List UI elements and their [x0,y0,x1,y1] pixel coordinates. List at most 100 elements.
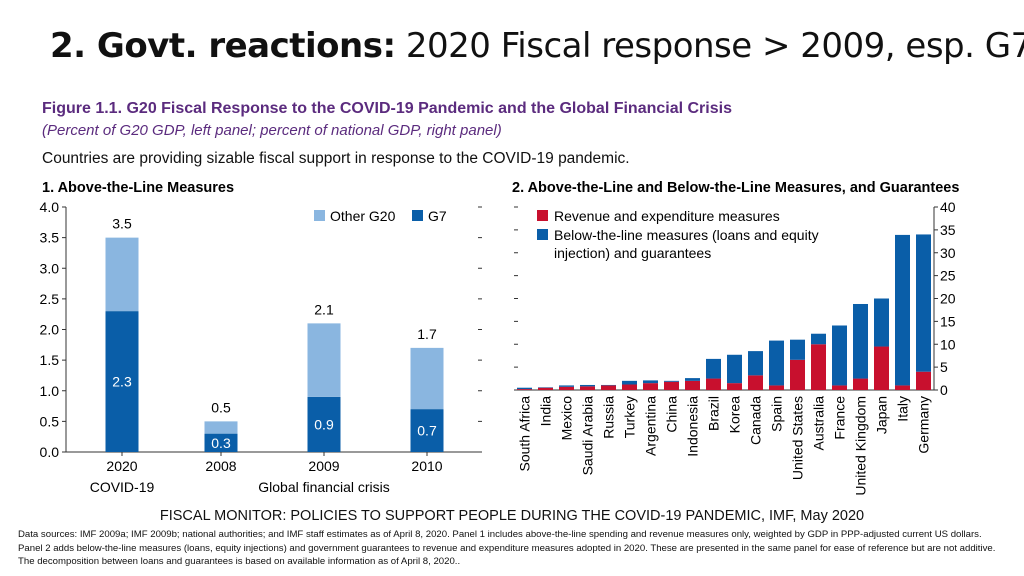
figure-lead: Countries are providing sizable fiscal s… [42,150,630,167]
panel2-x-tick-label: China [664,396,680,433]
panel2-x-tick-label: United States [790,396,806,480]
panel2-bar-below-the-line [916,234,931,372]
panel2-bar-below-the-line [622,380,637,385]
panel1-y-tick-label: 1.5 [40,352,60,368]
panel2-bar-below-the-line [685,378,700,381]
panel1-bar-other-g20 [204,421,238,434]
panel2-legend-below-label: Below-the-line measures (loans and equit… [554,227,819,243]
panel1-total-label: 1.7 [417,326,437,342]
panel2-x-tick-label: Italy [895,396,911,422]
panel2-y-tick-label: 40 [940,199,956,215]
panel2-bar-below-the-line [559,385,574,387]
panel2-x-tick-label: United Kingdom [853,396,869,496]
panel1-y-tick-label: 3.0 [40,260,60,276]
panel1-g7-label: 0.3 [211,435,231,451]
panel2-y-tick-label: 35 [940,222,956,238]
panel1-title: 1. Above-the-Line Measures [42,180,235,196]
panel1-y-tick-label: 4.0 [40,199,60,215]
panel2-bar-revenue [832,385,847,390]
panel2-y-tick-label: 10 [940,336,956,352]
slide-title-bold: 2. Govt. reactions: [50,26,396,66]
panel1-y-tick-label: 1.0 [40,383,60,399]
panel1-bar-g7 [204,433,238,452]
footer-citation: FISCAL MONITOR: POLICIES TO SUPPORT PEOP… [159,508,865,524]
panel1-bar-other-g20 [410,347,444,410]
panel2-bar-revenue [790,359,805,390]
panel2-bar-below-the-line [853,303,868,379]
panel2-x-tick-label: India [538,396,554,427]
panel2-bar-revenue [580,386,595,390]
panel2-y-tick-label: 20 [940,291,956,307]
panel1-total-label: 3.5 [112,216,132,232]
panel1-legend-swatch-g7 [412,210,423,221]
panel1-y-tick-label: 0.0 [40,444,60,460]
panel1-g7-label: 0.9 [314,416,334,432]
panel1-y-tick-label: 3.5 [40,230,60,246]
panel2-bar-revenue [769,385,784,390]
panel2-y-tick-label: 15 [940,313,956,329]
figure-subtitle: (Percent of G20 GDP, left panel; percent… [42,122,502,139]
panel2-bar-revenue [811,344,826,390]
panel2-bar-revenue [916,371,931,390]
panel1-g7-label: 0.7 [417,423,437,439]
panel2-y-tick-label: 5 [940,359,948,375]
footer-sources: Data sources: IMF 2009a; IMF 2009b; nati… [18,529,996,567]
panel2-bar-below-the-line [517,387,532,390]
panel1-x-tick-label: 2009 [308,458,339,474]
panel2-x-tick-label: Canada [748,396,764,445]
panel2-bar-below-the-line [895,234,910,386]
panel2-bar-revenue [895,385,910,390]
panel1-bar-g7 [410,409,444,452]
panel2-x-tick-label: Korea [727,396,743,434]
panel2-x-tick-label: Spain [769,396,785,432]
panel2-bar-below-the-line [811,333,826,345]
slide-title-rest: 2020 Fiscal response > 2009, esp. G7. [395,26,1024,66]
panel2-y-tick-label: 25 [940,268,956,284]
panel1-bar-other-g20 [307,323,341,397]
panel2-x-tick-label: Russia [601,396,617,439]
panel1-sublabel-gfc: Global financial crisis [258,479,390,495]
panel1-total-label: 2.1 [314,301,334,317]
panel2-bar-below-the-line [580,384,595,387]
panel1-bar-g7 [105,311,139,452]
panel2-x-tick-label: South Africa [517,396,533,472]
panel2-bar-revenue [643,383,658,390]
slide-title: 2. Govt. reactions: 2020 Fiscal response… [50,26,1024,66]
panel2-x-tick-label: Indonesia [685,396,701,457]
panel1-legend-g7-label: G7 [428,208,447,224]
panel2-y-tick-label: 30 [940,245,956,261]
panel2-bar-below-the-line [769,340,784,386]
panel2-bar-revenue [727,383,742,390]
panel1-bar-g7 [307,396,341,452]
panel2-bar-revenue [874,346,889,390]
panel2-bar-revenue [622,384,637,390]
panel2-x-tick-label: France [832,396,848,440]
panel2-x-tick-label: Argentina [643,396,659,456]
panel1-legend-other-label: Other G20 [330,208,396,224]
panel2-x-tick-label: Japan [874,396,890,434]
panel1-legend-swatch-other [314,210,325,221]
panel1-g7-label: 2.3 [112,374,132,390]
panel2-bar-revenue [748,375,763,390]
panel2-x-tick-label: Australia [811,396,827,451]
panel2-bar-revenue [601,385,616,390]
panel2-legend-swatch-below [537,229,548,240]
panel1-sublabel-covid: COVID-19 [90,479,155,495]
panel1-x-tick-label: 2020 [106,458,137,474]
panel2-x-tick-label: Saudi Arabia [580,396,596,476]
panel2-bar-below-the-line [727,354,742,384]
panel2-title: 2. Above-the-Line and Below-the-Line Mea… [512,180,960,196]
panel1-y-tick-label: 2.0 [40,322,60,338]
panel2-bar-revenue [853,378,868,390]
panel1-total-label: 0.5 [211,399,231,415]
panel2-bar-below-the-line [748,351,763,376]
panel2-bar-below-the-line [874,298,889,347]
panel2-legend-revenue-label: Revenue and expenditure measures [554,208,780,224]
panel2-legend-below-label-cont: injection) and guarantees [554,245,711,261]
panel2-x-tick-label: Germany [916,396,932,454]
panel2-bar-revenue [559,386,574,390]
panel2-bar-revenue [664,381,679,390]
panel2-bar-revenue [706,378,721,390]
panel1-y-tick-label: 0.5 [40,413,60,429]
